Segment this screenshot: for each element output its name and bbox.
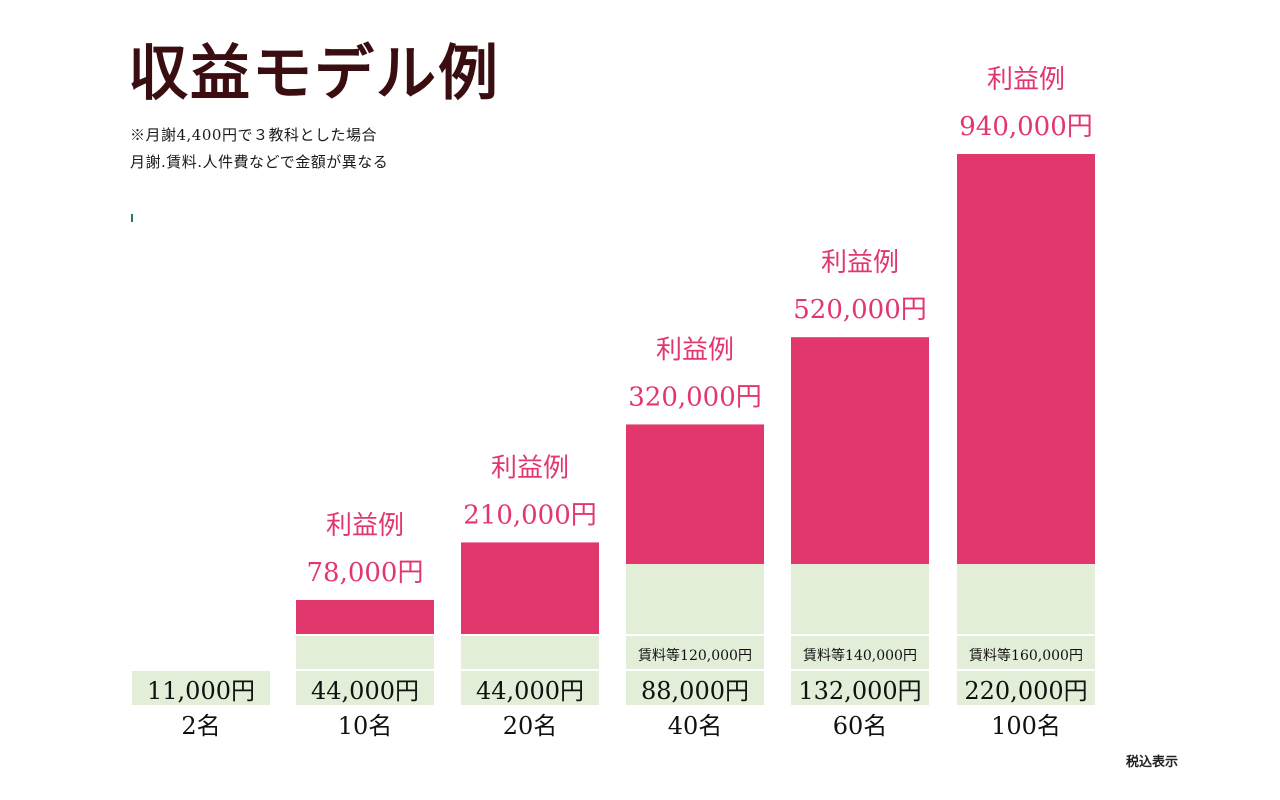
- profit-heading: 利益例: [821, 248, 899, 278]
- cost-bar-lower: [957, 636, 1095, 669]
- page-title: 収益モデル例: [128, 39, 500, 109]
- profit-heading: 利益例: [491, 453, 569, 483]
- decorative-tick: [131, 214, 133, 222]
- revenue-cell: [132, 671, 270, 705]
- revenue-label: 44,000円: [311, 677, 419, 705]
- cost-bar: [957, 564, 1095, 634]
- tax-note: 税込表示: [1126, 755, 1179, 770]
- cost-bar-lower: [791, 636, 929, 669]
- profit-heading: 利益例: [656, 335, 734, 365]
- profit-value-label: 940,000円: [959, 112, 1093, 142]
- profit-bar: [461, 542, 599, 634]
- revenue-cell: [791, 671, 929, 705]
- cost-bar: [626, 564, 764, 634]
- note-line-1: ※月謝4,400円で３教科とした場合: [130, 126, 377, 144]
- cost-label: 賃料等140,000円: [803, 647, 917, 664]
- revenue-label: 11,000円: [147, 677, 255, 705]
- category-label: 2名: [181, 712, 220, 740]
- profit-value-label: 520,000円: [793, 295, 927, 325]
- category-label: 100名: [991, 712, 1061, 740]
- profit-value-label: 320,000円: [628, 382, 762, 412]
- cost-bar-lower: [461, 636, 599, 669]
- profit-bar: [626, 424, 764, 564]
- revenue-label: 88,000円: [641, 677, 749, 705]
- category-label: 10名: [338, 712, 393, 740]
- profit-value-label: 210,000円: [463, 500, 597, 530]
- profit-bar: [791, 337, 929, 564]
- profit-value-label: 78,000円: [307, 558, 424, 588]
- profit-heading: 利益例: [326, 511, 404, 541]
- note-line-2: 月謝.賃料.人件費などで金額が異なる: [130, 153, 389, 171]
- revenue-label: 132,000円: [798, 677, 921, 705]
- revenue-cell: [461, 671, 599, 705]
- category-label: 40名: [668, 712, 723, 740]
- cost-bar-lower: [626, 636, 764, 669]
- revenue-label: 44,000円: [476, 677, 584, 705]
- profit-bar: [296, 599, 434, 634]
- revenue-cell: [957, 671, 1095, 705]
- category-label: 20名: [503, 712, 558, 740]
- revenue-label: 220,000円: [964, 677, 1087, 705]
- revenue-cell: [296, 671, 434, 705]
- category-label: 60名: [833, 712, 888, 740]
- cost-label: 賃料等120,000円: [638, 647, 752, 664]
- cost-label: 賃料等160,000円: [969, 647, 1083, 664]
- profit-bar: [957, 154, 1095, 564]
- profit-heading: 利益例: [987, 65, 1065, 95]
- cost-bar: [791, 564, 929, 634]
- revenue-cell: [626, 671, 764, 705]
- cost-bar-lower: [296, 636, 434, 669]
